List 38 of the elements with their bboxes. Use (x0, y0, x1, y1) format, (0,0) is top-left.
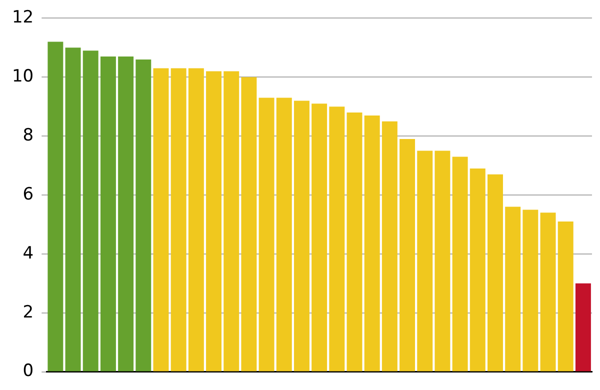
bar (65, 48, 81, 372)
y-tick-label: 10 (12, 66, 34, 87)
bar (48, 42, 64, 372)
bar (364, 115, 380, 372)
bar (400, 139, 416, 372)
bar (434, 150, 450, 372)
bar (224, 71, 240, 372)
bar (522, 210, 538, 372)
y-tick-label: 2 (22, 302, 34, 322)
bar (329, 106, 345, 372)
y-tick-label: 4 (22, 243, 34, 264)
bar (100, 56, 116, 372)
bar (470, 168, 486, 372)
bar (82, 50, 98, 372)
bar (188, 68, 204, 372)
bar (241, 77, 257, 372)
bar (206, 71, 222, 372)
bar (382, 121, 398, 372)
bar (558, 222, 574, 372)
bar (153, 68, 169, 372)
bar (346, 112, 362, 372)
bar (505, 206, 521, 372)
bar (312, 104, 328, 372)
y-tick-label: 8 (22, 125, 34, 146)
bar (294, 100, 310, 372)
bar (452, 156, 468, 372)
bar (118, 56, 134, 372)
bar (136, 59, 152, 372)
bar (170, 68, 186, 372)
bar (417, 150, 433, 372)
y-tick-label: 0 (22, 361, 34, 382)
y-tick-label: 12 (12, 8, 34, 28)
bar (540, 212, 556, 372)
bar (488, 174, 503, 372)
bar (575, 283, 591, 372)
bar (258, 98, 274, 372)
bar (276, 98, 292, 372)
y-tick-label: 6 (22, 184, 34, 204)
